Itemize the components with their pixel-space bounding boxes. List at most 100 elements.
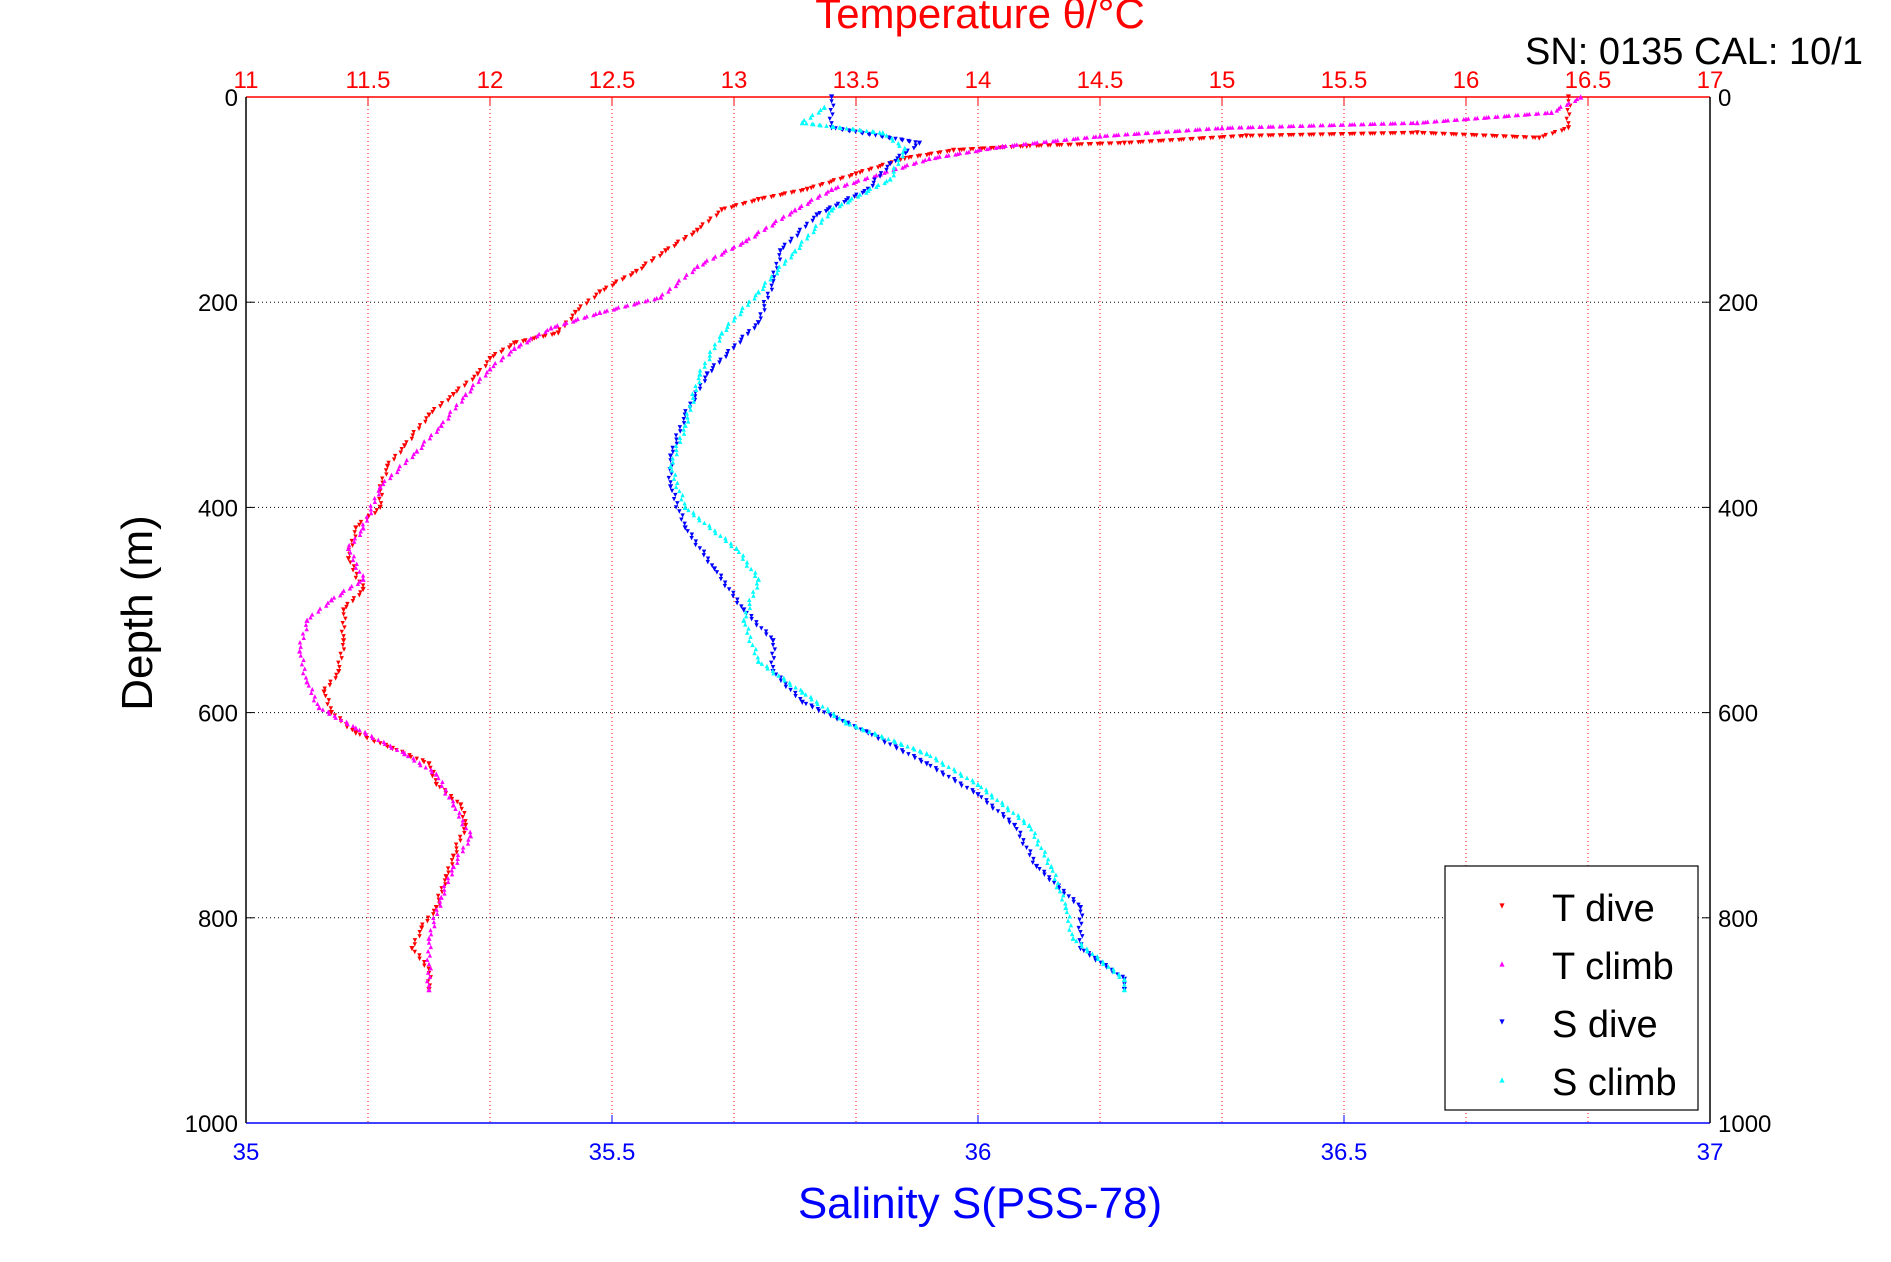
data-point xyxy=(733,545,740,552)
data-point xyxy=(1026,822,1032,829)
data-point xyxy=(511,345,517,351)
legend-entry: S dive xyxy=(1552,1004,1658,1046)
top-axis-tick-label: 11 xyxy=(234,67,259,94)
legend-marker xyxy=(1499,1077,1505,1083)
data-point xyxy=(916,140,923,146)
data-point xyxy=(843,720,849,726)
top-axis-tick-label: 12 xyxy=(477,67,504,94)
data-point xyxy=(804,186,810,192)
data-point xyxy=(548,325,554,331)
data-point xyxy=(572,309,578,316)
data-point xyxy=(1048,863,1054,870)
data-point xyxy=(463,822,469,829)
data-point xyxy=(887,161,893,167)
data-point xyxy=(658,294,664,300)
axes xyxy=(245,96,1711,1124)
legend-marker xyxy=(1499,903,1505,909)
left-axis-tick-label: 600 xyxy=(198,701,238,728)
legend-entry: S climb xyxy=(1552,1062,1677,1104)
data-point xyxy=(1414,120,1420,126)
data-point xyxy=(384,463,391,469)
data-point xyxy=(694,263,700,269)
data-point xyxy=(667,453,674,459)
data-point xyxy=(402,443,408,449)
data-point xyxy=(1033,863,1040,870)
data-point xyxy=(755,320,761,326)
data-point xyxy=(951,147,957,153)
data-point xyxy=(741,617,747,623)
data-point xyxy=(433,771,439,777)
data-point xyxy=(880,130,886,136)
data-point xyxy=(419,925,425,931)
data-point xyxy=(1219,125,1225,131)
left-axis-tick-label: 800 xyxy=(198,906,238,933)
data-point xyxy=(975,792,981,798)
data-point xyxy=(450,802,456,808)
top-axis-tick-label: 14 xyxy=(965,67,992,94)
bottom-axis-tick-label: 36 xyxy=(965,1139,992,1166)
data-point xyxy=(682,525,688,531)
left-axis-tick-label: 200 xyxy=(198,290,238,317)
data-point xyxy=(353,525,359,531)
legend-entry: T climb xyxy=(1552,946,1674,988)
x-axis-label: Salinity S(PSS-78) xyxy=(798,1179,1162,1228)
data-point xyxy=(597,289,603,295)
data-point xyxy=(1243,133,1249,139)
left-axis-tick-label: 400 xyxy=(198,495,238,522)
data-point xyxy=(360,586,366,593)
data-point xyxy=(719,207,725,213)
data-point xyxy=(1578,94,1584,100)
data-point xyxy=(792,248,798,254)
data-point xyxy=(902,145,908,151)
top-axis-tick-label: 15 xyxy=(1209,67,1236,94)
bottom-axis-tick-label: 35.5 xyxy=(589,1139,636,1166)
data-point xyxy=(755,289,761,295)
data-point xyxy=(1548,109,1554,115)
data-point xyxy=(1097,133,1103,139)
series-s-climb xyxy=(667,104,1127,993)
y-axis-label: Depth (m) xyxy=(113,515,162,711)
data-point xyxy=(770,638,776,644)
data-point xyxy=(304,679,310,685)
right-axis-tick-label: 800 xyxy=(1718,906,1758,933)
right-axis-tick-label: 600 xyxy=(1718,701,1758,728)
data-point xyxy=(1121,140,1127,146)
data-point xyxy=(926,155,932,162)
data-point xyxy=(450,863,456,870)
data-point xyxy=(755,658,761,664)
data-point xyxy=(667,484,674,490)
data-point xyxy=(426,935,432,941)
data-point xyxy=(402,751,408,757)
data-point xyxy=(924,761,930,767)
series xyxy=(297,94,1584,993)
data-point xyxy=(663,248,669,254)
data-point xyxy=(345,545,352,552)
data-point xyxy=(353,725,359,731)
series-s-dive xyxy=(666,94,1127,993)
data-point xyxy=(777,248,783,254)
data-point xyxy=(711,566,718,572)
chart-title: Temperature θ/°C xyxy=(815,0,1145,37)
data-point xyxy=(450,391,456,398)
top-axis-tick-label: 13.5 xyxy=(833,67,880,94)
data-point xyxy=(799,699,805,705)
data-point xyxy=(328,597,334,603)
data-point xyxy=(799,120,805,126)
data-point xyxy=(360,576,366,582)
legend-marker xyxy=(1499,1019,1505,1025)
data-point xyxy=(999,143,1005,149)
data-point xyxy=(755,576,761,582)
top-axis-tick-label: 17 xyxy=(1697,67,1724,94)
data-point xyxy=(336,668,342,675)
data-point xyxy=(463,391,469,398)
top-axis-tick-label: 16.5 xyxy=(1565,67,1612,94)
right-axis-tick-label: 1000 xyxy=(1718,1111,1771,1138)
data-point xyxy=(829,207,835,213)
data-point xyxy=(743,238,749,244)
data-point xyxy=(682,504,688,510)
left-axis-tick-label: 0 xyxy=(225,85,238,112)
data-point xyxy=(360,525,366,531)
data-point xyxy=(433,904,439,911)
legend: T dive T climb S dive S climb xyxy=(1444,865,1699,1111)
